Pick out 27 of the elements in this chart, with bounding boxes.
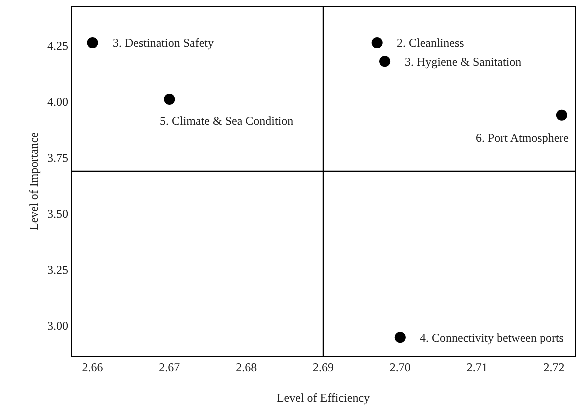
point	[380, 56, 391, 68]
annotation: 4. Connectivity between ports	[420, 331, 564, 345]
x-tick-label: 2.71	[466, 360, 488, 374]
point	[556, 110, 568, 121]
annotation: 3. Hygiene & Sanitation	[405, 55, 522, 69]
annotation: 3. Destination Safety	[113, 36, 214, 50]
x-tick-label: 2.69	[313, 360, 334, 374]
y-tick-label: 3.75	[48, 151, 68, 166]
x-tick-label: 2.72	[544, 360, 565, 374]
y-axis-title: Level of Importance	[26, 132, 41, 230]
x-tick-label: 2.66	[82, 360, 104, 374]
y-tick-label: 3.50	[48, 207, 68, 222]
point	[87, 38, 98, 49]
x-tick-label: 2.67	[159, 360, 180, 374]
annotation: 2. Cleanliness	[397, 36, 465, 50]
y-tick-label: 4.00	[48, 95, 68, 110]
point	[394, 332, 406, 344]
y-tick-label: 3.25	[48, 263, 68, 278]
annotation: 6. Port Atmosphere	[476, 131, 569, 145]
x-axis-title: Level of Efficiency	[276, 391, 370, 406]
point	[164, 94, 176, 106]
x-tick-label: 2.70	[390, 360, 411, 374]
y-tick-label: 3.00	[48, 319, 68, 334]
annotation: 5. Climate & Sea Condition	[160, 114, 294, 128]
x-tick-label: 2.68	[236, 360, 258, 374]
point	[372, 38, 383, 49]
y-tick-label: 4.25	[48, 39, 68, 54]
